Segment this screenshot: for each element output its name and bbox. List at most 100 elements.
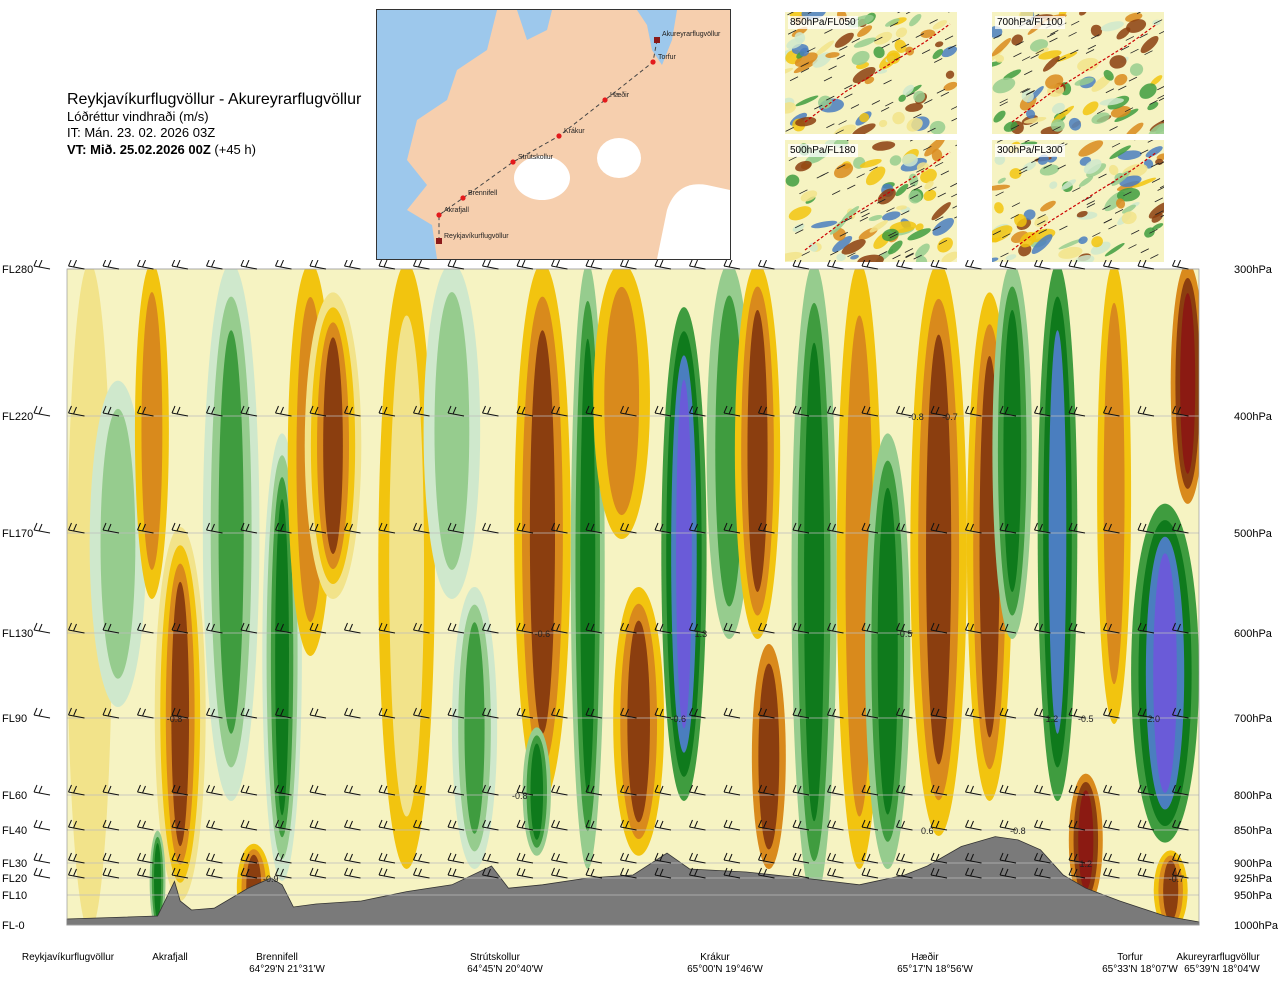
wind-barb-feather: [970, 868, 974, 877]
wind-barb-shaft: [792, 874, 810, 879]
wind-barb-feather: [694, 868, 698, 877]
wind-barb: [551, 784, 568, 796]
wind-barb-feather: [935, 853, 940, 862]
wind-barb-feather: [590, 623, 595, 632]
wind-barb: [275, 522, 292, 534]
wind-barb-feather: [590, 260, 595, 268]
wind-barb-shaft: [999, 826, 1017, 831]
wind-barb-shaft: [620, 791, 637, 796]
thumb-shade: [1145, 146, 1163, 158]
thumb-route: [1011, 23, 1158, 123]
thumbnail-500[interactable]: 500hPa/FL180: [785, 140, 957, 262]
wind-barb-shaft: [758, 265, 775, 270]
wind-barb-feather: [1103, 522, 1107, 531]
wind-barb-shaft: [999, 874, 1017, 879]
wind-barb-feather: [758, 405, 762, 414]
wind-barb-feather: [901, 406, 905, 415]
wind-barb-feather: [413, 819, 417, 828]
wind-barb-feather: [625, 406, 629, 415]
thumb-wind-barb: [904, 248, 914, 253]
wind-barb-shaft: [620, 529, 637, 534]
wind-barb: [930, 819, 948, 831]
wind-barb: [551, 622, 568, 634]
wind-barb-feather: [1142, 785, 1147, 794]
thumb-shade: [872, 141, 896, 151]
wind-barb-feather: [763, 523, 767, 532]
wind-barb: [827, 522, 844, 534]
thumb-wind-barb: [934, 161, 944, 167]
wind-barb: [758, 622, 775, 634]
thumb-wind-barb: [885, 101, 894, 107]
wind-barb: [930, 405, 948, 417]
wind-barb-feather: [38, 523, 43, 532]
wind-barb-shaft: [516, 714, 534, 719]
wind-barb: [551, 867, 568, 879]
x-station-coord: 65°33'N 18°07'W: [1102, 964, 1178, 975]
wind-barb: [1103, 260, 1120, 270]
wind-barb-feather: [1142, 523, 1147, 532]
wind-barb-feather: [620, 405, 624, 414]
wind-barb-shaft: [68, 629, 85, 634]
thumbnail-700[interactable]: 700hPa/FL100: [992, 12, 1164, 134]
contour-value-label: -0.8: [1010, 826, 1026, 836]
thumbnail-300[interactable]: 300hPa/FL300: [992, 140, 1164, 262]
thumb-wind-barb: [999, 101, 1008, 107]
wind-barb-feather: [38, 260, 43, 268]
wind-barb: [723, 852, 741, 864]
thumbnail-850[interactable]: 850hPa/FL050: [785, 12, 957, 134]
wind-barb-feather: [482, 784, 486, 793]
wind-barb-feather: [38, 820, 43, 829]
wind-barb-feather: [827, 784, 831, 793]
wind-barb-shaft: [206, 874, 223, 879]
wind-barb-feather: [556, 820, 560, 829]
wind-barb-shaft: [930, 629, 948, 634]
thumb-wind-barb: [900, 43, 910, 49]
wind-barb-feather: [556, 260, 560, 268]
thumb-shade: [873, 46, 885, 59]
wind-barb-feather: [1103, 622, 1107, 631]
wind-barb-feather: [1068, 867, 1073, 876]
thumb-wind-barb: [800, 62, 809, 67]
wind-barb-feather: [792, 405, 797, 414]
wind-barb: [309, 260, 327, 270]
wind-barb-feather: [901, 523, 905, 532]
thumb-shade: [836, 253, 846, 261]
wind-barb-feather: [33, 622, 38, 631]
wind-barb: [1034, 522, 1051, 534]
thumb-wind-barb: [995, 191, 1004, 197]
wind-barb-feather: [211, 623, 215, 632]
wind-barb: [1103, 867, 1120, 879]
thumb-shade: [1147, 101, 1159, 111]
wind-barb: [137, 852, 154, 864]
wind-barb-shaft: [1034, 629, 1051, 634]
wind-barb-feather: [240, 405, 245, 414]
wind-barb: [206, 622, 223, 634]
wind-barb-feather: [418, 260, 422, 268]
wind-barb-feather: [314, 785, 319, 794]
wind-barb-feather: [447, 867, 452, 876]
wind-barb: [171, 622, 189, 634]
y-left-label: FL280: [2, 264, 33, 276]
wind-barb-feather: [827, 622, 831, 631]
wind-barb-feather: [1039, 260, 1043, 268]
thumb-shade: [1077, 57, 1099, 72]
wind-barb-feather: [970, 260, 974, 268]
wind-barb-feather: [102, 819, 107, 828]
wind-barb-feather: [590, 708, 595, 717]
wind-barb-feather: [551, 260, 555, 267]
wind-barb: [413, 819, 430, 831]
thumb-wind-barb: [1105, 88, 1115, 94]
wind-barb-shaft: [1034, 826, 1051, 831]
wind-barb: [827, 707, 844, 719]
wind-barb-feather: [176, 260, 181, 268]
wind-barb-feather: [452, 785, 457, 794]
x-station-coord: 65°00'N 19°46'W: [687, 964, 763, 975]
wind-barb-feather: [1004, 868, 1009, 877]
wind-barb-feather: [659, 623, 664, 632]
wind-barb-feather: [551, 852, 555, 861]
wind-barb-shaft: [1172, 859, 1189, 864]
wind-barb-feather: [1172, 784, 1176, 793]
wind-barb-feather: [516, 405, 521, 414]
wind-barb: [1137, 622, 1155, 634]
wind-barb: [1137, 405, 1155, 417]
